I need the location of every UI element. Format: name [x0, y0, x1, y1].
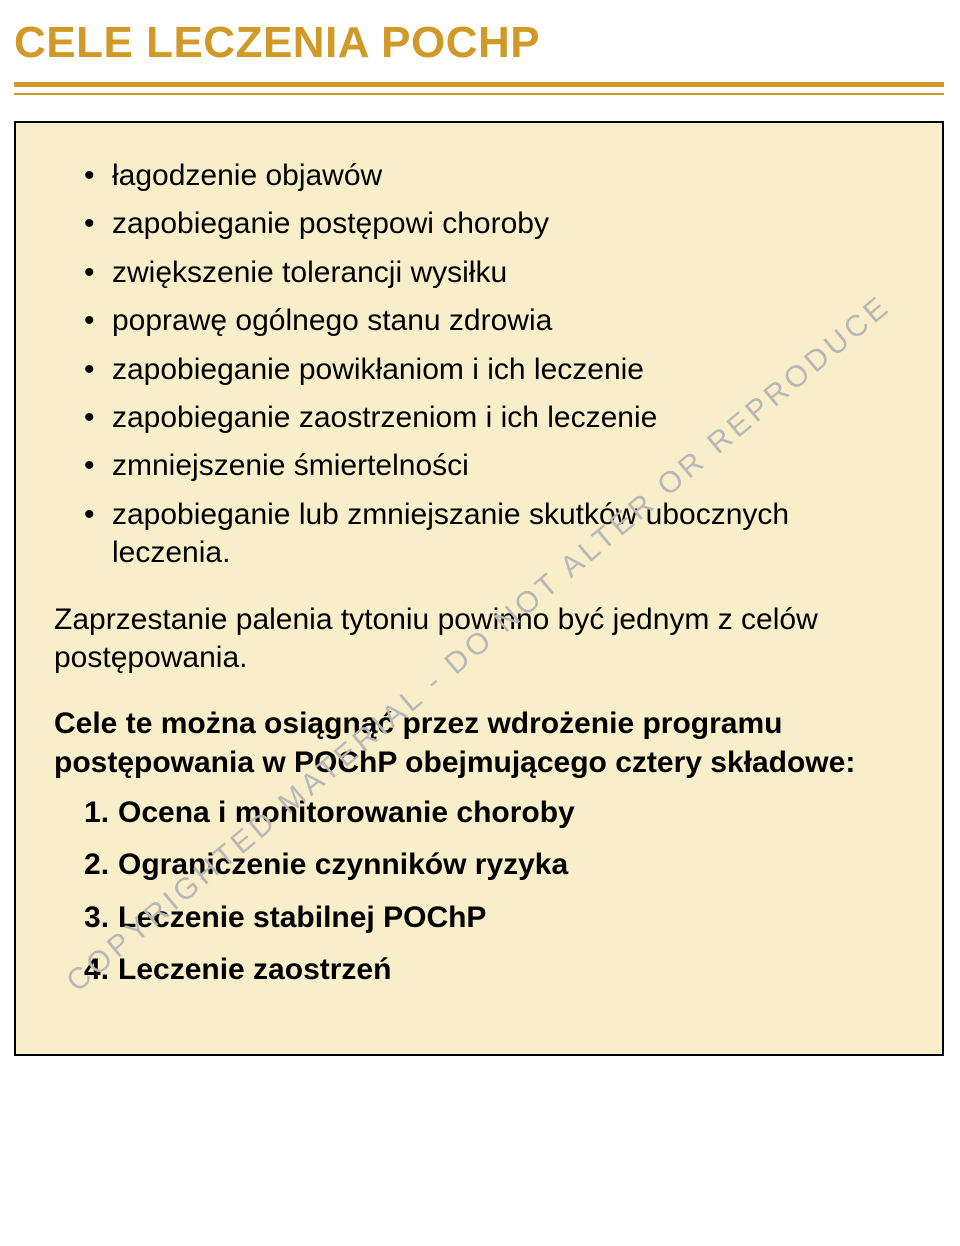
- list-item: łagodzenie objawów: [84, 157, 914, 195]
- goals-list: łagodzenie objawów zapobieganie postępow…: [84, 157, 914, 573]
- components-list: Ocena i monitorowanie choroby Ograniczen…: [84, 794, 914, 990]
- list-item: zmniejszenie śmiertelności: [84, 447, 914, 485]
- paragraph-components: Cele te można osiągnąć przez wdrożenie p…: [54, 705, 914, 782]
- page: CELE LECZENIA POCHP łagodzenie objawów z…: [0, 0, 960, 1246]
- list-item: zwiększenie tolerancji wysiłku: [84, 254, 914, 292]
- content-inner: łagodzenie objawów zapobieganie postępow…: [16, 123, 942, 1054]
- list-item: zapobieganie zaostrzeniom i ich leczenie: [84, 399, 914, 437]
- list-item: zapobieganie powikłaniom i ich leczenie: [84, 351, 914, 389]
- list-item: zapobieganie lub zmniejszanie skutków ub…: [84, 496, 914, 573]
- page-title: CELE LECZENIA POCHP: [14, 18, 944, 68]
- list-item: Ograniczenie czynników ryzyka: [84, 846, 914, 884]
- list-item: zapobieganie postępowi choroby: [84, 205, 914, 243]
- title-rule-top: [14, 82, 944, 87]
- title-rule-bottom: [14, 93, 944, 95]
- content-box: łagodzenie objawów zapobieganie postępow…: [14, 121, 944, 1056]
- list-item: Leczenie zaostrzeń: [84, 951, 914, 989]
- list-item: Leczenie stabilnej POChP: [84, 899, 914, 937]
- paragraph-smoking: Zaprzestanie palenia tytoniu powinno być…: [54, 601, 914, 678]
- list-item: Ocena i monitorowanie choroby: [84, 794, 914, 832]
- list-item: poprawę ogólnego stanu zdrowia: [84, 302, 914, 340]
